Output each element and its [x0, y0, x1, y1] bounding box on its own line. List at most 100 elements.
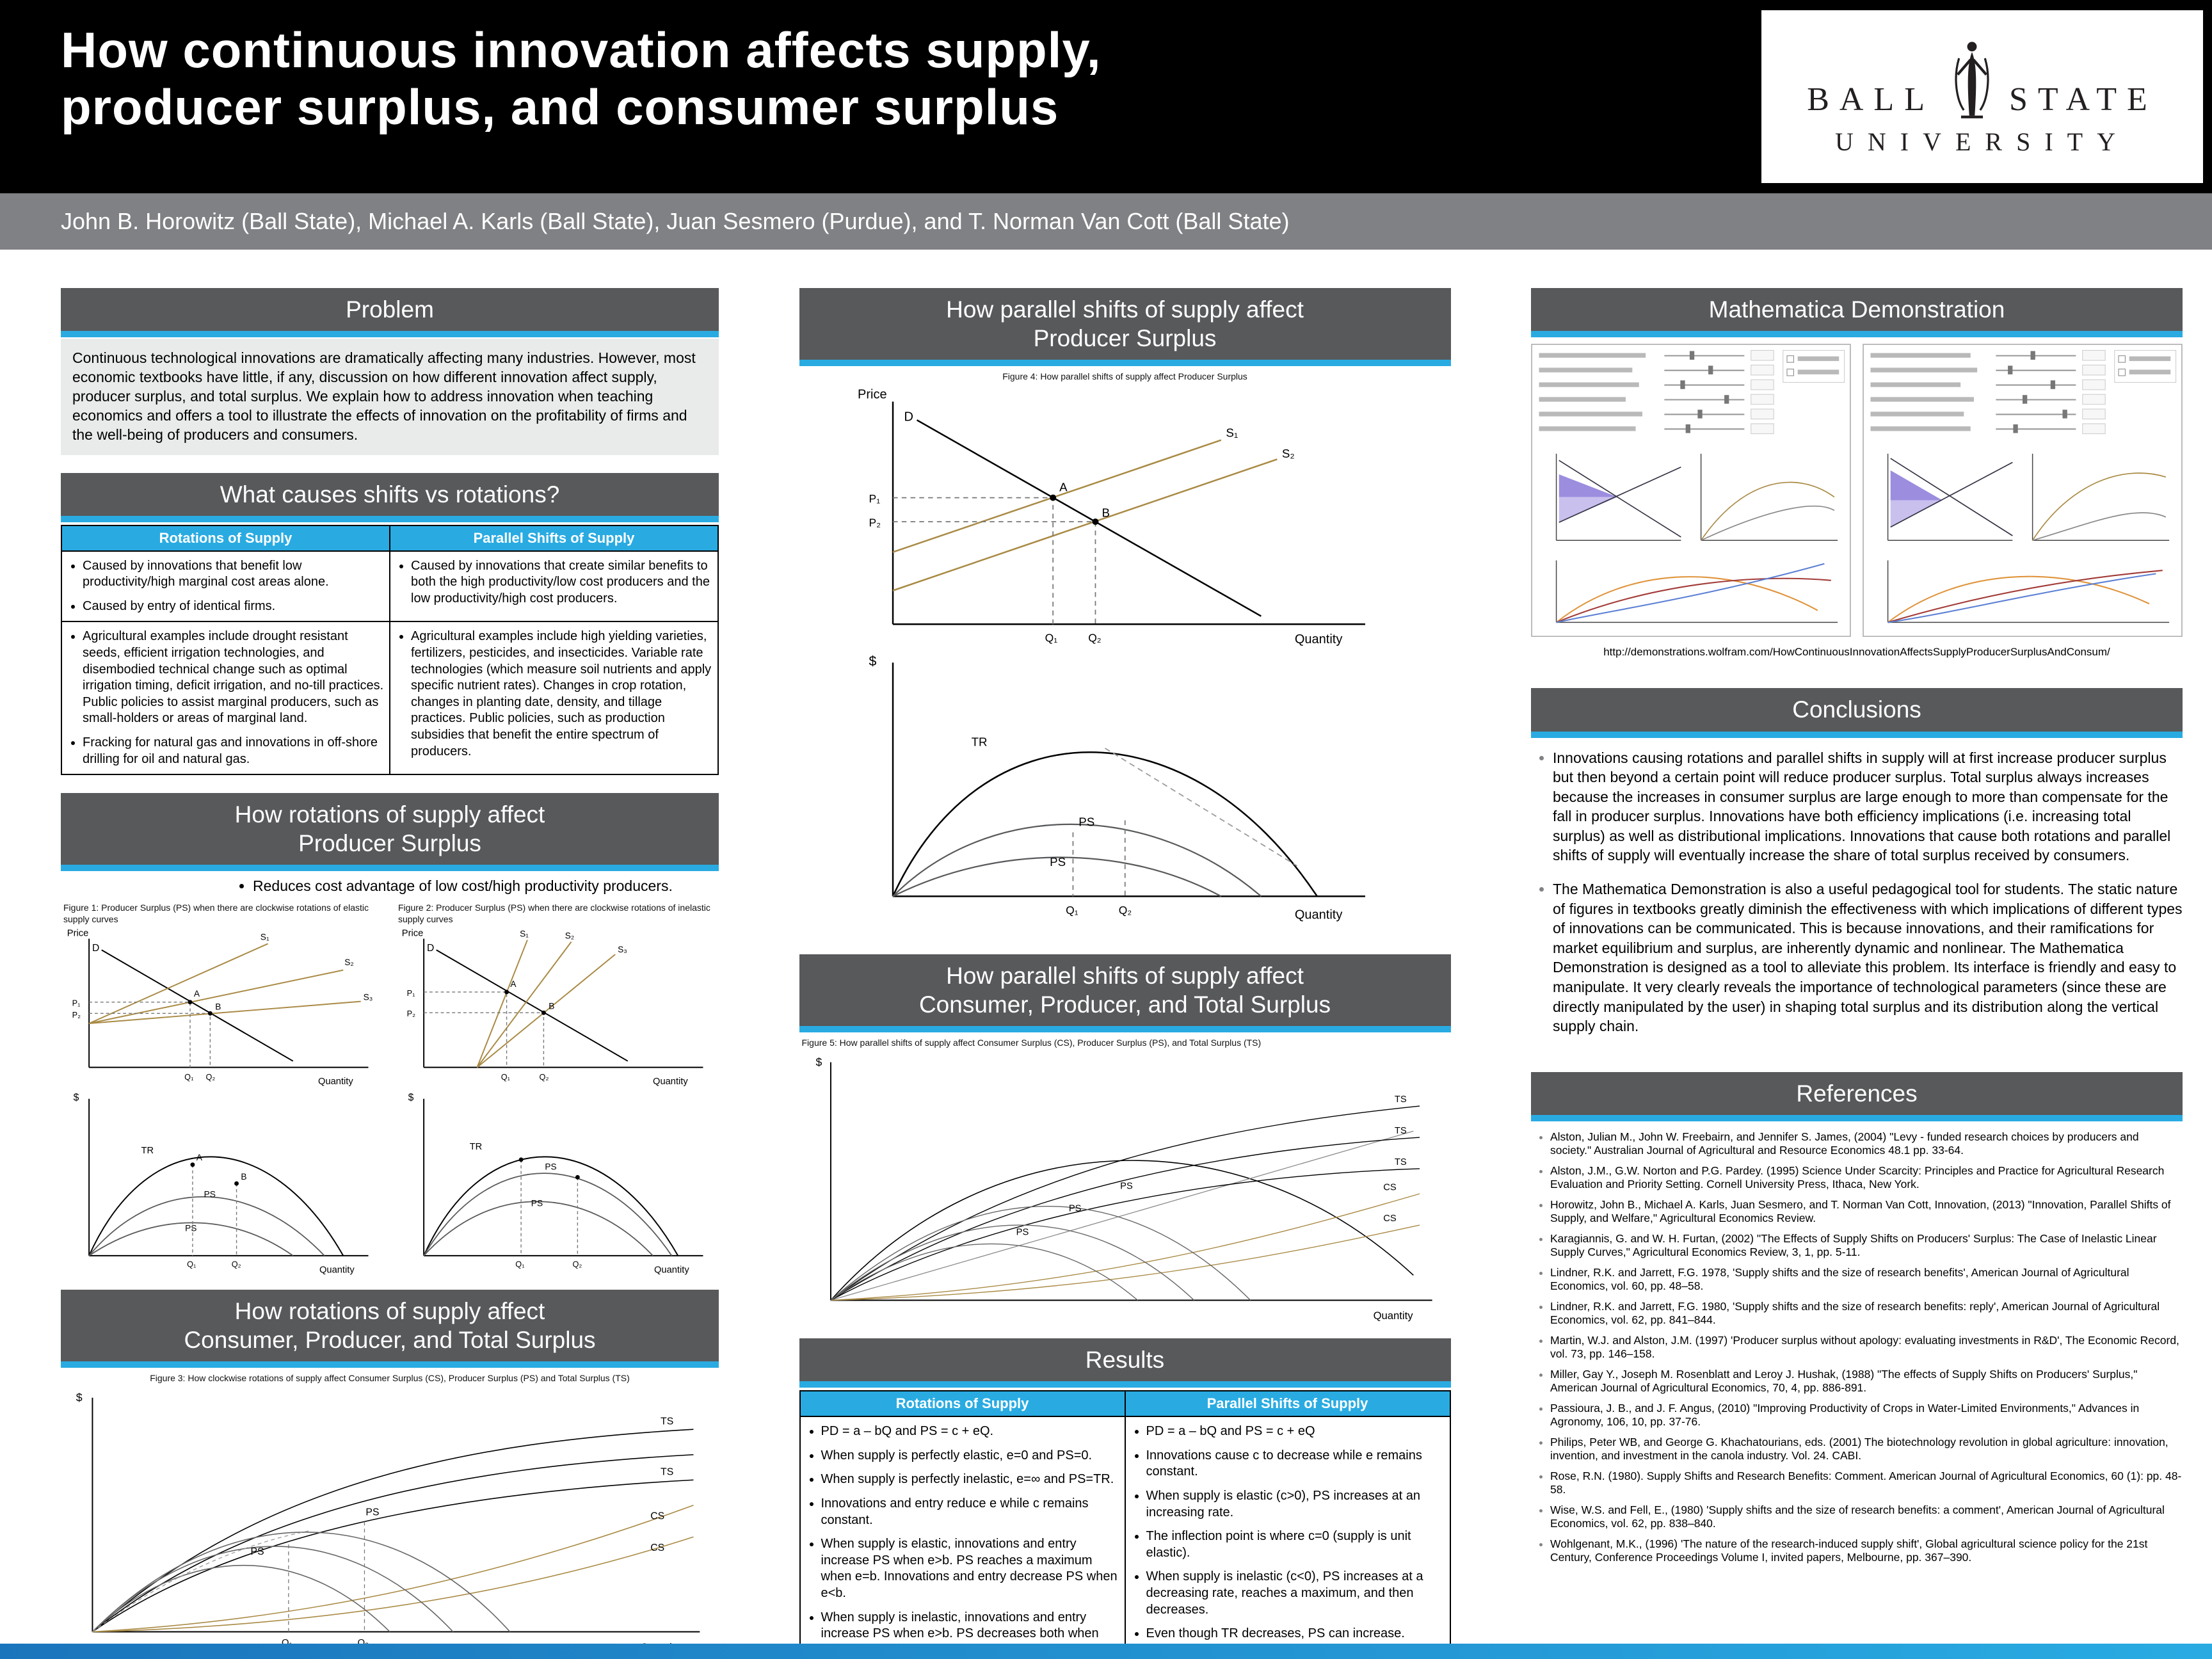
section-parallel-surplus-title: How parallel shifts of supply affect Con… [799, 954, 1451, 1032]
point [575, 1175, 580, 1180]
ts-label: TS [1394, 1158, 1406, 1168]
figure-1-bottom-chart: $ Quantity TR PS PS A [74, 1093, 369, 1276]
checkbox-icon [2118, 355, 2126, 363]
demo-controls [1539, 350, 1845, 435]
equilibrium-point [541, 1011, 546, 1016]
axis-label-quantity: Quantity [1373, 1310, 1413, 1322]
ps-label: PS [204, 1190, 216, 1199]
list-item: Lindner, R.K. and Jarrett, F.G. 1980, 'S… [1550, 1300, 2183, 1327]
axes [88, 1099, 369, 1257]
poster-header: How continuous innovation affects supply… [0, 0, 2212, 193]
price-tick: P₂ [72, 1011, 81, 1020]
column-header-rotations: Rotations of Supply [799, 1390, 1126, 1418]
demand-label: D [92, 943, 99, 954]
mathematica-demo-link[interactable]: http://demonstrations.wolfram.com/HowCon… [1603, 646, 2110, 659]
demo-side-plot [2032, 453, 2170, 541]
list-item: Passioura, J. B., and J. F. Angus, (2010… [1550, 1402, 2183, 1429]
cs-curve [92, 1505, 694, 1633]
price-tick: P₂ [407, 1009, 415, 1019]
header-line: Producer Surplus [298, 830, 481, 857]
ts-curve [830, 1105, 1420, 1301]
figure-2: Figure 2: Producer Surplus (PS) when the… [396, 897, 719, 1278]
list-item: Caused by innovations that create simila… [411, 558, 712, 607]
demo-controls [1870, 350, 2177, 435]
ps-label: PS [251, 1546, 264, 1557]
quantity-tick: Q₂ [1118, 904, 1131, 917]
price-tick: P₁ [869, 492, 880, 505]
axis-label-quantity: Quantity [318, 1077, 353, 1087]
demand-label: D [427, 943, 434, 954]
ts-curve [830, 1137, 1420, 1301]
logo-word-state: STATE [2008, 81, 2158, 118]
ps-curve [830, 1206, 1251, 1301]
tr-curve [423, 1156, 679, 1256]
list-item: Karagiannis, G. and W. H. Furtan, (2002)… [1550, 1232, 2183, 1259]
figure-1-caption: Figure 1: Producer Surplus (PS) when the… [63, 902, 369, 924]
list-item: Innovations causing rotations and parall… [1553, 748, 2183, 865]
cs-curve [92, 1536, 694, 1633]
table-row: PD = a – bQ and PS = c + eQ. When supply … [799, 1416, 1451, 1644]
title-line-1: How continuous innovation affects supply… [61, 22, 1102, 78]
equilibrium-point [1092, 518, 1099, 525]
middle-column: How parallel shifts of supply affect Pro… [799, 288, 1451, 1644]
header-line: How rotations of supply affect [234, 1297, 545, 1324]
column-header-parallel: Parallel Shifts of Supply [1124, 1390, 1451, 1418]
point [190, 1162, 195, 1167]
right-column: Mathematica Demonstration [1531, 288, 2183, 1644]
table-row: Agricultural examples include drought re… [61, 621, 719, 776]
list-item: When supply is inelastic, innovations an… [821, 1610, 1119, 1644]
tr-label: TR [470, 1142, 483, 1153]
list-item: Wise, W.S. and Fell, E., (1980) 'Supply … [1550, 1503, 2183, 1530]
list-item: Horowitz, John B., Michael A. Karls, Jua… [1550, 1198, 2183, 1225]
list-item: Miller, Gay Y., Joseph M. Rosenblatt and… [1550, 1368, 2183, 1395]
axes [892, 662, 1365, 897]
point-label: A [1059, 480, 1068, 493]
section-parallel-total-surplus: How parallel shifts of supply affect Con… [799, 954, 1451, 1326]
point-label: B [215, 1002, 221, 1012]
ts-label: TS [1394, 1095, 1406, 1105]
axes [423, 1099, 703, 1257]
logo-word-ball: BALL [1807, 81, 1935, 118]
mathematica-screenshots [1531, 344, 2183, 637]
cell-bullet-list: Caused by innovations that benefit low p… [83, 558, 384, 615]
table-cell: Caused by innovations that create simila… [389, 550, 719, 623]
quantity-tick: Q₂ [232, 1260, 241, 1269]
figure-2-bottom-chart: $ Quantity TR PS PS Q₁ [408, 1093, 703, 1276]
list-item: When supply is perfectly inelastic, e=∞ … [821, 1471, 1119, 1488]
section-references-title: References [1531, 1071, 2183, 1121]
supply-label: S₂ [1282, 447, 1295, 460]
results-table: Rotations of Supply Parallel Shifts of S… [799, 1390, 1451, 1644]
list-item: Innovations and entry reduce e while c r… [821, 1496, 1119, 1528]
figure-3-caption: Figure 3: How clockwise rotations of sup… [150, 1372, 630, 1383]
axis-label-quantity: Quantity [319, 1265, 355, 1276]
header-line: Consumer, Producer, and Total Surplus [184, 1326, 596, 1353]
quantity-tick: Q₂ [540, 1073, 549, 1082]
ps-label: PS [1016, 1228, 1029, 1238]
figure-1-top-chart: Price Quantity D S₁ S₂ S₃ [67, 929, 373, 1087]
point-label: B [241, 1173, 246, 1182]
figure-4-caption: Figure 4: How parallel shifts of supply … [1002, 371, 1247, 382]
section-rotations-surplus-title: How rotations of supply affect Consumer,… [61, 1289, 719, 1368]
ps-label: PS [545, 1162, 556, 1172]
cs-curve [830, 1224, 1420, 1301]
ps-curve [892, 823, 1262, 897]
ball-state-logo: BALL STATE UNIVERSITY [1761, 10, 2203, 183]
cs-label: CS [1383, 1214, 1397, 1224]
list-item: Agricultural examples include drought re… [83, 629, 384, 727]
supply-label: S₁ [520, 929, 529, 939]
table-cell: PD = a – bQ and PS = c + eQ. When supply … [799, 1416, 1126, 1644]
supply-curve [892, 458, 1278, 591]
quantity-tick: Q₁ [501, 1073, 510, 1082]
table-cell: Caused by innovations that benefit low p… [61, 550, 390, 623]
figure-3-chart: $ Quantity TS TS CS CS PS PS [76, 1391, 700, 1644]
table-cell: Agricultural examples include drought re… [61, 621, 390, 776]
list-item: Philips, Peter WB, and George G. Khachat… [1550, 1436, 2183, 1463]
header-line: How parallel shifts of supply affect [946, 296, 1304, 323]
quantity-tick: Q₂ [358, 1639, 369, 1644]
section-mathematica: Mathematica Demonstration [1531, 288, 2183, 659]
page-title: How continuous innovation affects supply… [0, 0, 2212, 136]
axis-label-price: Price [67, 929, 88, 939]
tr-curve [88, 1156, 344, 1256]
demo-curves-plot [1555, 560, 1838, 623]
figure-1: Figure 1: Producer Surplus (PS) when the… [61, 897, 384, 1278]
